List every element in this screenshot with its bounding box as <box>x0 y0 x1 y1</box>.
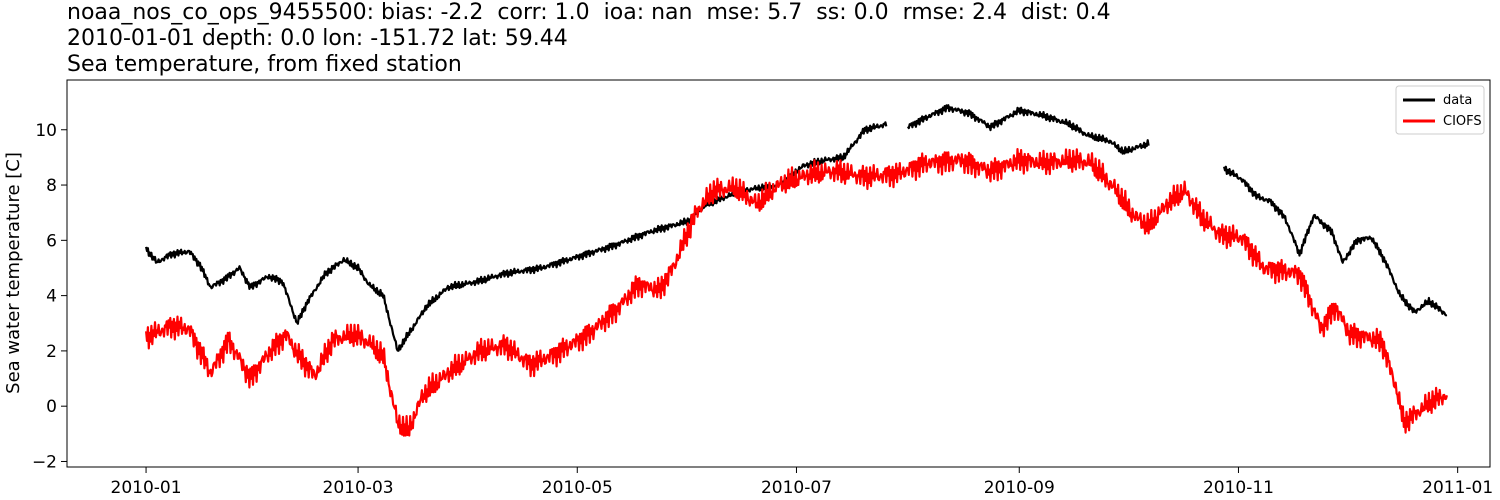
y-tick-label: 10 <box>35 121 57 141</box>
y-axis: −2 0 2 4 6 8 10 <box>32 121 67 472</box>
series-line-data-segment-0 <box>145 121 888 352</box>
legend-label-data: data <box>1443 93 1472 108</box>
series-layer <box>145 104 1448 437</box>
chart-title-stats: noaa_nos_co_ops_9455500: bias: -2.2 corr… <box>67 0 1111 25</box>
y-tick-label: 8 <box>46 176 57 196</box>
y-tick-label: 2 <box>46 342 57 362</box>
series-line-data-segment-1 <box>906 104 1150 155</box>
plot-frame <box>66 79 1491 468</box>
x-tick-label: 2010-09 <box>984 478 1055 498</box>
chart-title-location: 2010-01-01 depth: 0.0 lon: -151.72 lat: … <box>67 26 568 51</box>
x-tick-label: 2010-05 <box>542 478 613 498</box>
legend-label-ciofs: CIOFS <box>1443 114 1482 129</box>
x-tick-label: 2010-01 <box>111 478 182 498</box>
y-tick-label: 4 <box>46 287 57 307</box>
x-tick-label: 2010-07 <box>761 478 832 498</box>
chart-title-block: noaa_nos_co_ops_9455500: bias: -2.2 corr… <box>67 0 1111 78</box>
x-tick-label: 2010-03 <box>323 478 394 498</box>
series-line-ciofs-segment-0 <box>145 148 1448 437</box>
x-axis: 2010-01 2010-03 2010-05 2010-07 2010-09 2010-… <box>111 467 1493 498</box>
chart-title-description: Sea temperature, from fixed station <box>67 52 462 77</box>
y-tick-label: 0 <box>46 397 57 417</box>
y-tick-label: −2 <box>32 452 57 472</box>
y-tick-label: 6 <box>46 231 57 251</box>
series-line-data-segment-2 <box>1223 165 1448 317</box>
x-tick-label: 2010-11 <box>1203 478 1274 498</box>
x-tick-label: 2011-01 <box>1422 478 1493 498</box>
y-axis-label: Sea water temperature [C] <box>3 152 24 394</box>
legend: data CIOFS <box>1395 85 1485 135</box>
